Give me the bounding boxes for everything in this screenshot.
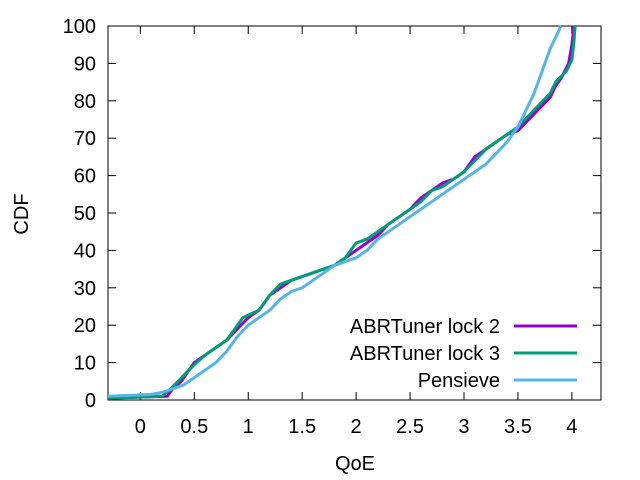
y-tick-label: 0 (85, 390, 96, 412)
x-tick-label: 3 (458, 416, 469, 438)
y-tick-label: 90 (74, 53, 96, 75)
x-tick-label: 1 (243, 416, 254, 438)
x-tick-label: 1.5 (288, 416, 316, 438)
x-tick-label: 2.5 (396, 416, 424, 438)
y-tick-label: 60 (74, 166, 96, 188)
y-tick-label: 70 (74, 128, 96, 150)
legend-label-1: ABRTuner lock 2 (350, 316, 500, 338)
legend: ABRTuner lock 2 ABRTuner lock 3 Pensieve (350, 316, 577, 392)
x-tick-label: 0 (135, 416, 146, 438)
y-tick-label: 10 (74, 353, 96, 375)
y-tick-label: 50 (74, 203, 96, 225)
series-line-1 (107, 25, 576, 400)
x-axis-ticks: 0 0.5 1 1.5 2 2.5 3 3.5 4 (135, 26, 577, 438)
x-tick-label: 2 (351, 416, 362, 438)
series-line-2 (107, 25, 577, 400)
y-tick-label: 80 (74, 91, 96, 113)
y-tick-label: 40 (74, 240, 96, 262)
y-axis-ticks: 0 10 20 30 40 50 60 70 80 90 100 (63, 16, 601, 412)
y-tick-label: 20 (74, 315, 96, 337)
y-axis-title: CDF (11, 193, 33, 234)
y-tick-label: 100 (63, 16, 96, 38)
x-axis-title: QoE (335, 453, 375, 475)
series-line-3 (107, 25, 563, 398)
legend-label-3: Pensieve (418, 370, 500, 392)
x-tick-label: 3.5 (504, 416, 532, 438)
series-lines (107, 25, 577, 400)
x-tick-label: 4 (566, 416, 577, 438)
y-tick-label: 30 (74, 278, 96, 300)
x-tick-label: 0.5 (180, 416, 208, 438)
legend-label-2: ABRTuner lock 3 (350, 343, 500, 365)
